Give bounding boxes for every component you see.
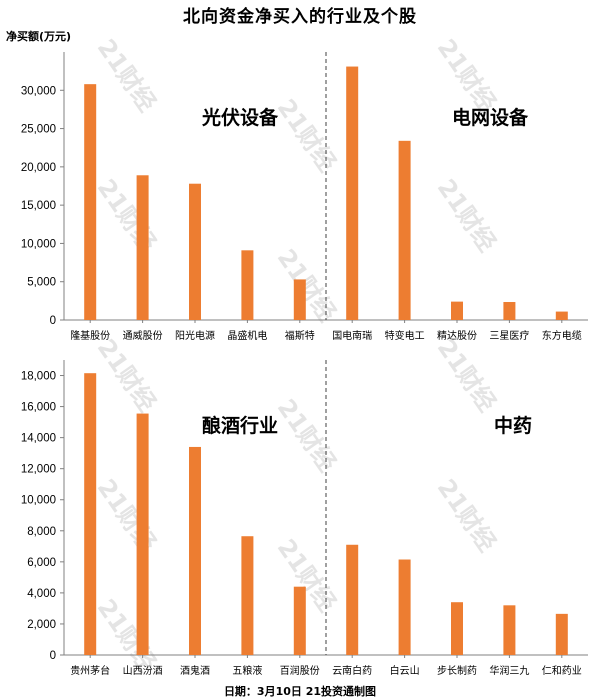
watermark: 21财经 (92, 594, 162, 677)
watermark-layer: 21财经 21财经 21财经 21财经 21财经 21财经 21财经 21财经 21财经 21财经… (92, 34, 502, 677)
category-label: 隆基股份 (70, 329, 110, 342)
watermark: 21财经 (432, 334, 502, 417)
category-label: 百润股份 (280, 664, 320, 677)
category-label: 晶盛机电 (227, 329, 267, 342)
watermark: 21财经 (92, 334, 162, 417)
y-tick-label: 0 (50, 650, 56, 662)
y-tick-label: 5,000 (27, 277, 56, 289)
bar (555, 311, 568, 320)
bar (136, 413, 149, 655)
industry-label: 光伏设备 (201, 106, 279, 129)
watermark: 21财经 (92, 174, 162, 257)
category-label: 贵州茅台 (70, 664, 110, 677)
bar (451, 602, 463, 655)
bar (398, 559, 411, 655)
watermark: 21财经 (272, 244, 342, 327)
bar (293, 279, 306, 320)
bar (136, 175, 149, 320)
industry-label: 酿酒行业 (202, 414, 278, 437)
category-label: 特变电工 (385, 329, 425, 342)
y-tick-label: 18,000 (21, 371, 56, 383)
category-label: 通威股份 (123, 329, 163, 342)
top-chart-panel: 0 5,000 10,000 15,000 20,000 25,000 30,000 隆基股份… (21, 52, 588, 342)
bar (293, 586, 306, 655)
category-label: 阳光电源 (175, 329, 215, 342)
bar (189, 446, 201, 655)
y-tick-label: 0 (50, 315, 56, 327)
category-label: 白云山 (390, 664, 420, 677)
y-tick-label: 16,000 (21, 402, 56, 414)
industry-label: 中药 (494, 414, 532, 437)
category-label: 五粮液 (232, 664, 262, 677)
bar (84, 84, 97, 320)
bar (241, 250, 254, 320)
category-label: 步长制药 (437, 664, 477, 677)
bar (189, 183, 201, 320)
category-label: 仁和药业 (542, 665, 582, 677)
footer-note: 日期：3月10日 21投资通制图 (223, 685, 377, 698)
watermark: 21财经 (272, 94, 342, 177)
category-label: 山西汾酒 (123, 665, 163, 677)
category-label: 东方电缆 (542, 329, 582, 342)
watermark: 21财经 (432, 34, 502, 117)
chart-title: 北向资金净买入的行业及个股 (183, 7, 417, 27)
bar (451, 301, 463, 320)
y-tick-label: 8,000 (27, 526, 56, 538)
y-tick-label: 2,000 (27, 619, 56, 631)
bar (555, 613, 568, 655)
category-label: 三星医疗 (489, 329, 529, 342)
bar (346, 66, 359, 320)
y-tick-label: 25,000 (21, 124, 56, 136)
y-tick-label: 10,000 (21, 495, 56, 507)
watermark: 21财经 (432, 474, 502, 557)
category-label: 精达股份 (437, 329, 477, 342)
watermark: 21财经 (92, 34, 162, 117)
bar (346, 544, 359, 655)
y-tick-label: 20,000 (21, 162, 56, 174)
bar (503, 605, 516, 655)
industry-label: 电网设备 (452, 106, 529, 129)
watermark: 21财经 (432, 174, 502, 257)
y-tick-label: 12,000 (21, 464, 56, 476)
y-tick-label: 10,000 (21, 238, 56, 250)
category-label: 酒鬼酒 (180, 664, 210, 677)
y-axis-unit-label: 净买额(万元) (6, 30, 72, 43)
bar (398, 140, 411, 320)
watermark: 21财经 (272, 394, 342, 477)
watermark: 21财经 (272, 534, 342, 617)
bar (84, 373, 97, 655)
category-label: 福斯特 (285, 329, 315, 342)
y-tick-label: 15,000 (21, 200, 56, 212)
bar (503, 302, 516, 320)
bottom-chart-panel: 0 2,000 4,000 6,000 8,000 10,000 12,000 14,000 1… (21, 360, 588, 677)
y-tick-label: 30,000 (21, 85, 56, 97)
category-label: 国电南瑞 (332, 329, 372, 342)
bar (241, 536, 254, 655)
y-tick-label: 4,000 (27, 588, 56, 600)
watermark: 21财经 (92, 474, 162, 557)
y-tick-label: 6,000 (27, 557, 56, 569)
category-label: 云南白药 (332, 664, 372, 677)
category-label: 华润三九 (489, 664, 529, 677)
y-tick-label: 14,000 (21, 433, 56, 445)
